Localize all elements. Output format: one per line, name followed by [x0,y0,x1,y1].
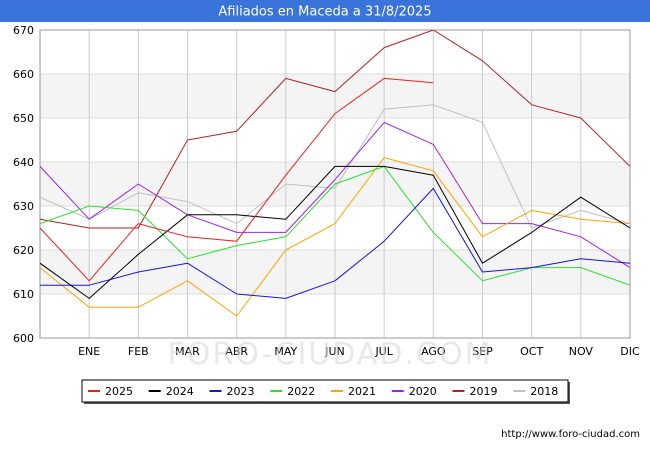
y-tick-label: 620 [13,244,34,257]
x-tick-label: JUL [374,345,393,358]
legend-label-2025: 2025 [105,385,133,398]
legend-label-2024: 2024 [166,385,194,398]
legend-label-2018: 2018 [530,385,558,398]
legend-label-2021: 2021 [348,385,376,398]
legend-label-2023: 2023 [227,385,255,398]
chart-title: Afiliados en Maceda a 31/8/2025 [218,5,431,20]
series-line-2020 [40,121,630,269]
x-tick-label: ENE [78,345,100,358]
legend-label-2022: 2022 [287,385,315,398]
legend: 2025 2024 2023 2022 2021 2020 2019 2018 [81,379,570,404]
series-line-2024 [40,165,630,299]
series-line-2021 [40,157,630,317]
series-lines [40,30,630,317]
x-tick-label: FEB [128,345,149,358]
x-tick-label: ABR [225,345,248,358]
legend-label-2020: 2020 [409,385,437,398]
y-tick-label: 650 [13,112,34,125]
x-tick-label: MAY [274,345,297,358]
y-tick-label: 640 [13,156,34,169]
plot-area: 600 610 620 630 640 650 660 670 ENE FEB MAR ABR MAY J… [13,24,640,358]
y-tick-label: 630 [13,200,34,213]
plot-border [39,29,631,339]
series-line-2023 [40,187,630,299]
series-line-2025 [40,77,434,282]
legend-label-2019: 2019 [470,385,498,398]
watermark: FORO-CIUDAD.COM [168,337,493,372]
series-line-2018 [40,104,630,229]
y-tick-label: 600 [13,332,34,345]
x-tick-label: AGO [421,345,446,358]
x-tick-label: OCT [520,345,543,358]
y-tick-label: 610 [13,288,34,301]
x-tick-label: DIC [620,345,640,358]
x-tick-label: MAR [175,345,200,358]
legend-box [81,379,569,403]
x-tick-label: SEP [472,345,493,358]
title-bar [0,0,650,22]
footer-url[interactable]: http://www.foro-ciudad.com [501,429,640,440]
y-tick-label: 670 [13,24,34,37]
x-tick-label: JUN [324,345,345,358]
series-line-2019 [40,30,630,229]
y-tick-label: 660 [13,68,34,81]
x-tick-label: NOV [569,345,594,358]
